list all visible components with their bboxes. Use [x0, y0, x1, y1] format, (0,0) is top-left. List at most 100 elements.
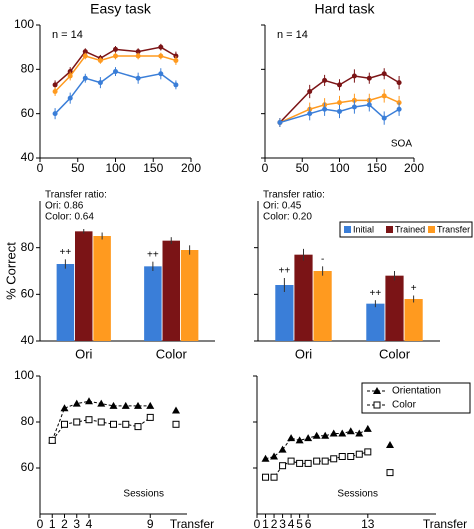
data-point [277, 120, 283, 126]
significance-label: - [321, 254, 324, 265]
data-point [363, 424, 372, 432]
note: Transfer ratio: [263, 190, 325, 201]
x-tick-label: 6 [305, 517, 312, 529]
category-label: Color [156, 346, 188, 361]
category-label: Ori [75, 346, 92, 361]
panel-title: Easy task [90, 1, 152, 17]
data-point [338, 453, 346, 460]
category-label: Ori [295, 346, 312, 361]
y-tick-label: 80 [21, 414, 35, 428]
data-point [381, 115, 387, 121]
data-point [122, 420, 130, 428]
data-point [278, 445, 287, 453]
data-point [82, 49, 88, 55]
data-point [173, 82, 179, 88]
data-point [351, 73, 357, 79]
data-point [173, 57, 179, 63]
data-point [322, 77, 328, 83]
significance-label: ++ [60, 247, 72, 258]
note: Color: 0.64 [45, 212, 94, 223]
bar [366, 303, 385, 341]
bar [294, 254, 313, 341]
transfer-point [386, 469, 394, 477]
data-point [312, 431, 321, 439]
data-point [97, 418, 105, 426]
data-point [351, 104, 357, 110]
y-tick-label: 100 [14, 17, 34, 31]
legend-label: Initial [353, 224, 374, 234]
note: Ori: 0.86 [45, 201, 84, 212]
data-point [321, 457, 329, 465]
bar [313, 271, 332, 341]
annotation: n = 14 [52, 29, 83, 41]
series-line [279, 104, 400, 124]
data-point [135, 53, 141, 59]
data-point [366, 102, 372, 108]
data-point [109, 401, 118, 409]
data-point [97, 399, 106, 407]
data-point [330, 455, 338, 463]
data-point [355, 450, 363, 458]
data-point [347, 453, 355, 460]
series-line [54, 55, 177, 93]
data-point [135, 75, 141, 81]
series-line [279, 72, 400, 124]
series-line [279, 95, 400, 124]
y-axis-label: % Correct [3, 242, 18, 300]
x-tick-label: 100 [329, 161, 349, 175]
data-point [279, 462, 287, 470]
data-point [270, 452, 279, 460]
x-tick-label: 3 [279, 517, 286, 529]
data-point [304, 459, 312, 467]
y-tick-label: 60 [21, 287, 35, 301]
data-point [158, 53, 164, 59]
data-point [67, 73, 73, 79]
x-axis-label: Sessions [337, 489, 378, 500]
x-tick-label: 200 [404, 161, 424, 175]
bar [75, 231, 93, 341]
x-tick-label: 1 [49, 517, 56, 529]
x-tick-label: 0 [37, 517, 44, 529]
data-point [396, 106, 402, 112]
category-label: Color [379, 346, 411, 361]
data-point [287, 434, 296, 442]
legend-marker [373, 401, 381, 409]
data-point [287, 457, 295, 465]
significance-label: ++ [279, 266, 291, 277]
x-tick-label: 50 [71, 161, 85, 175]
legend-swatch [386, 226, 393, 233]
transfer-point [172, 406, 180, 414]
note: Color: 0.20 [263, 212, 312, 223]
data-point [48, 436, 56, 444]
data-point [135, 49, 141, 55]
x-tick-label: 0 [254, 517, 261, 529]
data-point [329, 429, 338, 437]
x-tick-label: 150 [143, 161, 163, 175]
data-point [73, 418, 81, 426]
x-axis-label: Sessions [123, 489, 164, 500]
y-tick-label: 40 [21, 150, 35, 164]
data-point [296, 459, 304, 467]
data-point [158, 44, 164, 50]
annotation: n = 14 [277, 29, 308, 41]
data-point [381, 93, 387, 99]
significance-label: ++ [370, 288, 382, 299]
x-tick-label: 4 [86, 517, 93, 529]
significance-label: + [411, 283, 417, 294]
legend-box [339, 221, 473, 238]
y-tick-label: 40 [21, 333, 35, 347]
x-tick-label: 2 [61, 517, 68, 529]
series-line [54, 70, 177, 115]
note: Ori: 0.45 [263, 201, 302, 212]
x-tick-label: 3 [73, 517, 80, 529]
x-tick-label: 0 [262, 161, 269, 175]
x-tick-label: 200 [181, 161, 201, 175]
legend-label: Color [392, 400, 417, 411]
data-point [60, 404, 69, 412]
data-point [97, 80, 103, 86]
data-point [355, 429, 364, 437]
data-point [134, 401, 142, 409]
significance-label: ++ [147, 249, 159, 260]
